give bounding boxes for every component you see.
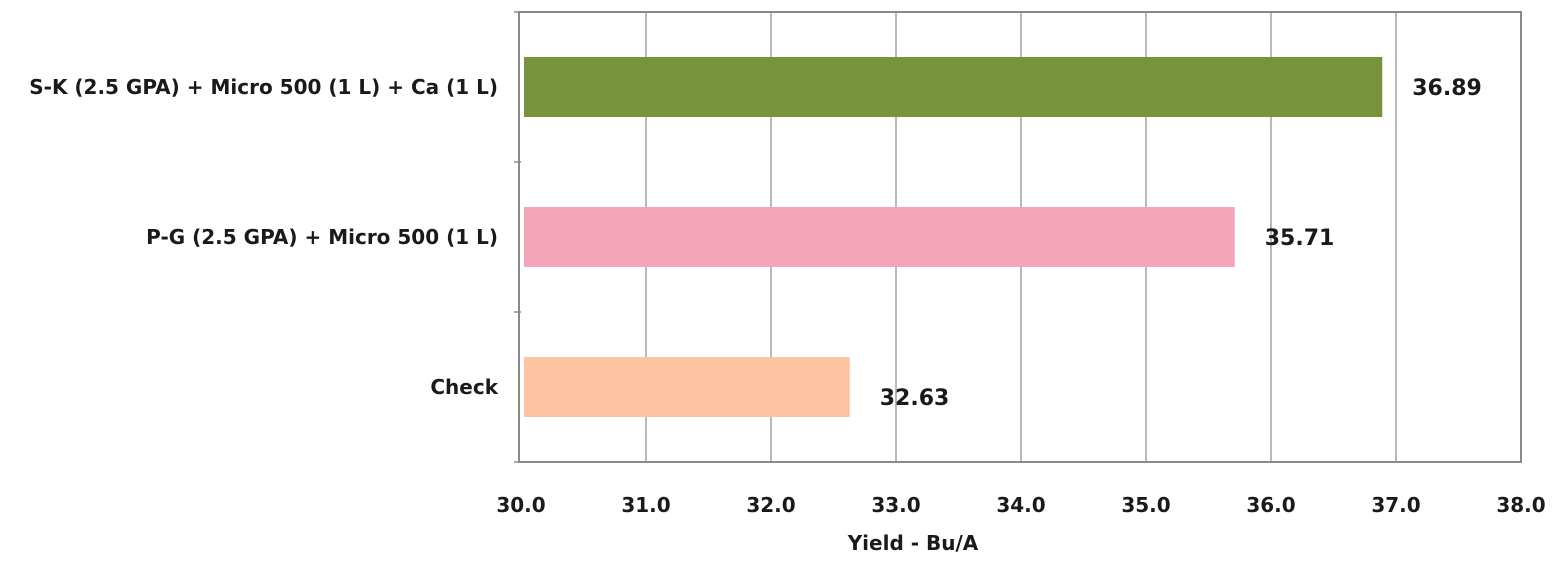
- x-axis-tick-labels: 30.0 31.0 32.0 33.0 34.0 35.0 36.0 37.0 38.0: [496, 493, 1545, 517]
- category-labels: S-K (2.5 GPA) + Micro 500 (1 L) + Ca (1 …: [29, 75, 498, 399]
- x-tick-label: 37.0: [1371, 493, 1420, 517]
- data-label: 35.71: [1265, 226, 1335, 251]
- bars: [524, 57, 1383, 417]
- category-label: S-K (2.5 GPA) + Micro 500 (1 L) + Ca (1 …: [29, 75, 498, 99]
- x-axis-title: Yield - Bu/A: [847, 531, 979, 555]
- x-tick-label: 32.0: [746, 493, 795, 517]
- x-tick-label: 31.0: [621, 493, 670, 517]
- category-label: P-G (2.5 GPA) + Micro 500 (1 L): [146, 225, 498, 249]
- x-tick-label: 34.0: [996, 493, 1045, 517]
- data-label: 36.89: [1412, 76, 1482, 101]
- category-label: Check: [430, 375, 498, 399]
- x-tick-label: 38.0: [1496, 493, 1545, 517]
- plot-border: [518, 11, 1522, 463]
- y-axis-ticks: [514, 11, 521, 463]
- data-labels: 36.89 35.71 32.63: [880, 76, 1482, 411]
- x-tick-label: 36.0: [1246, 493, 1295, 517]
- bar: [524, 357, 850, 417]
- data-label: 32.63: [880, 386, 950, 411]
- bar: [524, 57, 1383, 117]
- bar: [524, 207, 1235, 267]
- x-tick-label: 35.0: [1121, 493, 1170, 517]
- x-tick-label: 33.0: [871, 493, 920, 517]
- x-tick-label: 30.0: [496, 493, 545, 517]
